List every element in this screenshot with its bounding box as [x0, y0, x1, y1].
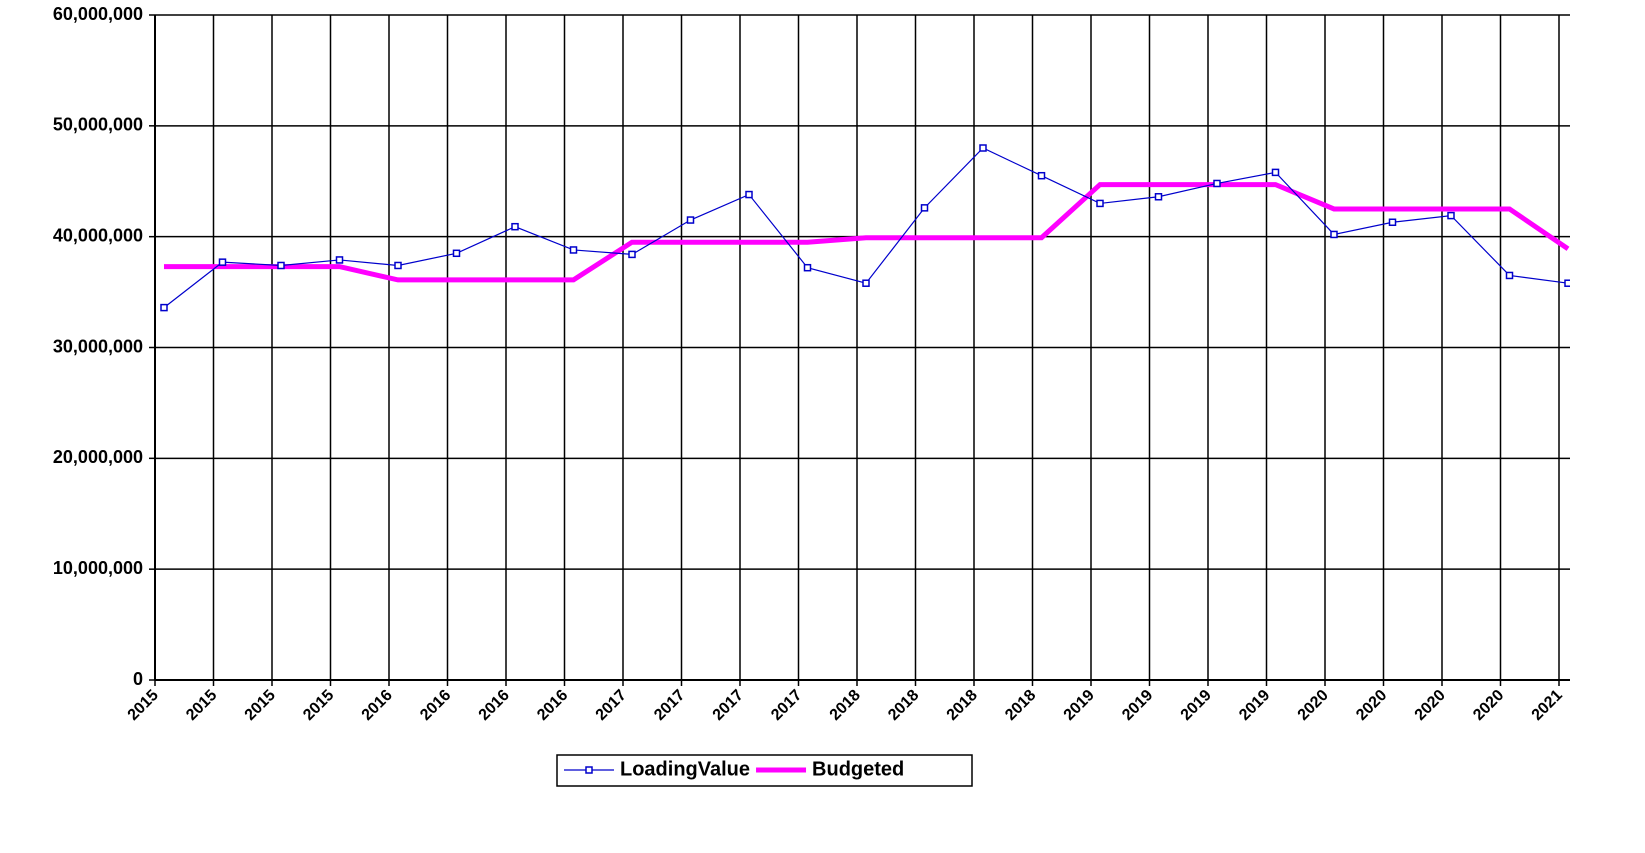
x-tick-label: 2017	[593, 687, 630, 724]
legend: LoadingValue Budgeted	[556, 754, 973, 787]
data-point	[511, 222, 519, 231]
data-point	[1388, 218, 1397, 227]
x-tick-label: 2016	[534, 687, 571, 724]
data-point	[1564, 279, 1570, 287]
x-tick-label: 2015	[300, 687, 337, 724]
data-point	[1447, 211, 1455, 220]
x-tick-label: 2016	[417, 687, 454, 724]
y-tick-label: 40,000,000	[53, 225, 143, 245]
data-point	[394, 261, 402, 270]
data-point	[335, 256, 344, 264]
x-tick-label: 2017	[651, 687, 688, 724]
data-point	[277, 261, 285, 270]
x-tick-label: 2015	[242, 687, 279, 724]
x-tick-label: 2020	[1353, 687, 1390, 724]
y-tick-label: 20,000,000	[53, 447, 143, 467]
x-tick-label: 2017	[768, 687, 805, 724]
data-point	[628, 250, 636, 259]
data-point	[1213, 179, 1221, 188]
data-point	[979, 144, 987, 152]
data-point	[1330, 230, 1338, 239]
data-point	[686, 216, 695, 224]
data-point	[1096, 199, 1104, 208]
x-tick-label: 2019	[1236, 687, 1273, 724]
y-tick-label: 30,000,000	[53, 336, 143, 356]
y-tick-label: 50,000,000	[53, 115, 143, 135]
x-tick-label: 2020	[1412, 687, 1449, 724]
x-tick-label: 2019	[1061, 687, 1098, 724]
data-point	[803, 263, 812, 272]
x-tick-label: 2017	[710, 687, 747, 724]
x-tick-label: 2016	[359, 687, 396, 724]
x-tick-label: 2018	[944, 687, 981, 724]
data-point	[569, 246, 578, 254]
x-tick-label: 2020	[1470, 687, 1507, 724]
data-point	[745, 190, 753, 199]
data-point	[1037, 171, 1046, 180]
legend-label: Budgeted	[812, 758, 904, 780]
legend-box	[556, 754, 973, 787]
data-point	[452, 249, 461, 258]
x-tick-label: 2019	[1119, 687, 1156, 724]
y-tick-label: 60,000,000	[53, 4, 143, 24]
x-tick-label: 2021	[1529, 687, 1566, 724]
legend-label: LoadingValue	[620, 758, 750, 780]
data-point	[1505, 271, 1514, 280]
plot-area: 0 10,000,000 20,000,000 30,000,000 40,000,00…	[53, 4, 1570, 724]
data-point	[1154, 193, 1163, 201]
x-tick-label: 2018	[885, 687, 922, 724]
data-point	[1271, 168, 1280, 177]
data-point	[218, 258, 227, 266]
x-tick-label: 2016	[476, 687, 513, 724]
data-point	[920, 204, 929, 212]
legend-marker	[585, 766, 593, 774]
x-tick-label: 2020	[1295, 687, 1332, 724]
x-tick-label: 2015	[125, 687, 162, 724]
x-tick-label: 2018	[1002, 687, 1039, 724]
data-point	[862, 279, 870, 287]
data-point	[160, 303, 168, 312]
x-tick-label: 2018	[827, 687, 864, 724]
x-tick-label: 2015	[183, 687, 220, 724]
y-tick-label: 10,000,000	[53, 558, 143, 578]
y-tick-label: 0	[133, 669, 143, 689]
series-line	[164, 182, 1570, 283]
x-tick-label: 2019	[1178, 687, 1215, 724]
